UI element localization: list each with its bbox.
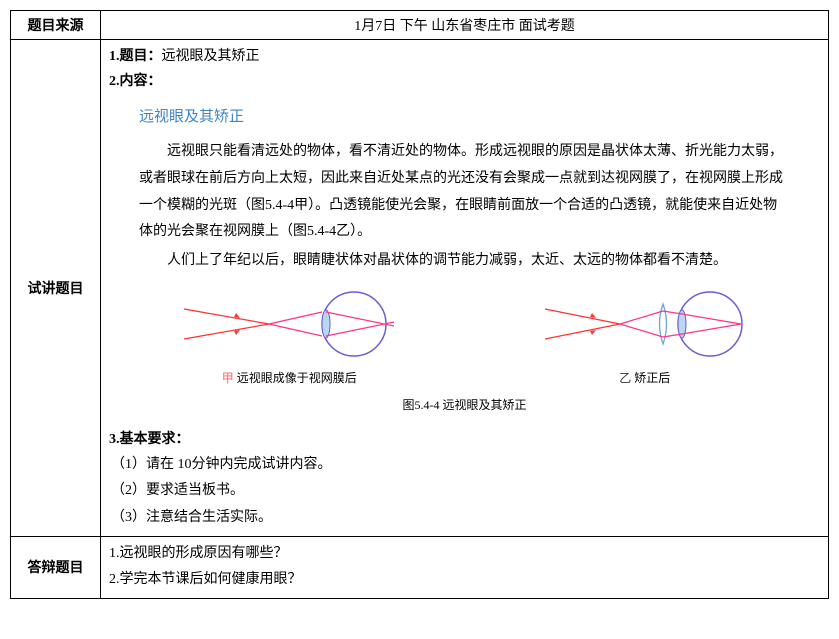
diagram-right: 乙 矫正后 xyxy=(535,284,755,390)
eye-diagram-left xyxy=(174,284,404,364)
lecture-content-cell: 1.题目：远视眼及其矫正 2.内容： 远视眼及其矫正 远视眼只能看清远处的物体，… xyxy=(101,40,829,537)
document-table: 题目来源 1月7日 下午 山东省枣庄市 面试考题 试讲题目 1.题目：远视眼及其… xyxy=(10,10,829,599)
left-prefix: 甲 xyxy=(222,371,234,385)
para2: 人们上了年纪以后，眼睛睫状体对晶状体的调节能力减弱，太近、太远的物体都看不清楚。 xyxy=(139,248,790,275)
defense-q1: 1.远视眼的形成原因有哪些？ xyxy=(109,541,820,568)
item1-value: 远视眼及其矫正 xyxy=(162,49,260,64)
source-label: 题目来源 xyxy=(28,19,84,34)
defense-content-cell: 1.远视眼的形成原因有哪些？ 2.学完本节课后如何健康用眼？ xyxy=(101,536,829,598)
para1: 远视眼只能看清远处的物体，看不清近处的物体。形成远视眼的原因是晶状体太薄、折光能… xyxy=(139,139,790,245)
defense-label-cell: 答辩题目 xyxy=(11,536,101,598)
req-label-text: 3.基本要求： xyxy=(109,432,190,447)
item1-row: 1.题目：远视眼及其矫正 xyxy=(109,44,820,69)
figure-caption: 图5.4-4 远视眼及其矫正 xyxy=(109,395,820,417)
item2-row: 2.内容： xyxy=(109,69,820,94)
blue-title: 远视眼及其矫正 xyxy=(139,104,820,131)
item1-label: 1.题目： xyxy=(109,49,162,64)
right-caption-text: 矫正后 xyxy=(631,371,670,385)
left-caption: 甲 远视眼成像于视网膜后 xyxy=(174,368,404,390)
item2-label: 2.内容： xyxy=(109,74,162,89)
lecture-label-cell: 试讲题目 xyxy=(11,40,101,537)
diagram-row: 甲 远视眼成像于视网膜后 xyxy=(109,284,820,390)
source-value: 1月7日 下午 山东省枣庄市 面试考题 xyxy=(354,19,575,34)
req3: （3）注意结合生活实际。 xyxy=(111,505,820,532)
defense-label: 答辩题目 xyxy=(28,561,84,576)
source-value-cell: 1月7日 下午 山东省枣庄市 面试考题 xyxy=(101,11,829,40)
defense-q2: 2.学完本节课后如何健康用眼？ xyxy=(109,567,820,594)
eye-diagram-right xyxy=(535,284,755,364)
diagram-left: 甲 远视眼成像于视网膜后 xyxy=(174,284,404,390)
lecture-label: 试讲题目 xyxy=(28,282,84,297)
req1: （1）请在 10分钟内完成试讲内容。 xyxy=(111,452,820,479)
left-caption-text: 远视眼成像于视网膜后 xyxy=(234,371,357,385)
right-prefix: 乙 xyxy=(619,371,631,385)
right-caption: 乙 矫正后 xyxy=(535,368,755,390)
source-label-cell: 题目来源 xyxy=(11,11,101,40)
req-label: 3.基本要求： xyxy=(109,427,820,452)
req2: （2）要求适当板书。 xyxy=(111,478,820,505)
